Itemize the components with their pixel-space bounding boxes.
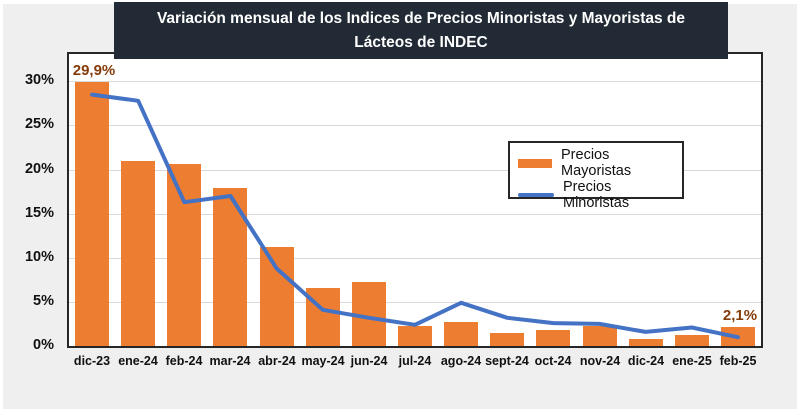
x-tick-label-jul-24: jul-24 xyxy=(398,354,432,368)
bar-dic-24 xyxy=(629,339,663,346)
x-tick-label-ene-24: ene-24 xyxy=(118,354,158,368)
bar-ene-24 xyxy=(121,161,155,346)
data-label-feb-25: 2,1% xyxy=(722,307,758,324)
bar-feb-24 xyxy=(167,164,201,346)
legend-item-mayoristas: Precios Mayoristas xyxy=(518,147,674,179)
legend-label: Precios Minoristas xyxy=(563,179,630,211)
y-tick-label-30%: 30% xyxy=(24,72,54,88)
y-tick-label-10%: 10% xyxy=(24,249,54,265)
x-tick-label-mar-24: mar-24 xyxy=(209,354,251,368)
bar-ago-24 xyxy=(444,322,478,346)
y-tick-label-20%: 20% xyxy=(24,161,54,177)
x-tick-label-may-24: may-24 xyxy=(301,354,345,368)
legend-label: Precios Mayoristas xyxy=(561,147,632,179)
legend-bar-swatch-icon xyxy=(518,158,552,168)
legend-line-swatch-icon xyxy=(518,193,554,197)
bar-ene-25 xyxy=(675,335,709,346)
plot-area: 29,9% 2,1% xyxy=(67,52,763,348)
x-tick-label-abr-24: abr-24 xyxy=(258,354,296,368)
gridline-30% xyxy=(69,81,761,82)
x-tick-label-oct-24: oct-24 xyxy=(534,354,572,368)
bar-sept-24 xyxy=(490,333,524,346)
line-precios-minoristas xyxy=(90,92,740,340)
x-axis: dic-23 ene-24 feb-24 mar-24 abr-24 may-24 jun-… xyxy=(67,354,763,378)
x-tick-label-ago-24: ago-24 xyxy=(440,354,482,368)
y-tick-label-15%: 15% xyxy=(24,205,54,221)
x-tick-label-dic-24: dic-24 xyxy=(627,354,665,368)
x-tick-label-nov-24: nov-24 xyxy=(579,354,621,368)
y-axis: 0% 5% 10% 15% 20% 25% 30% xyxy=(0,52,60,353)
plot-inner: 29,9% 2,1% xyxy=(69,54,761,346)
gridline-15% xyxy=(69,214,761,215)
bar-abr-24 xyxy=(260,247,294,346)
legend-item-minoristas: Precios Minoristas xyxy=(518,179,674,211)
y-tick-label-0%: 0% xyxy=(33,337,54,353)
gridline-25% xyxy=(69,125,761,126)
y-tick-label-5%: 5% xyxy=(33,293,54,309)
x-tick-label-jun-24: jun-24 xyxy=(350,354,388,368)
gridline-5% xyxy=(69,302,761,303)
gridline-10% xyxy=(69,258,761,259)
x-tick-label-dic-23: dic-23 xyxy=(73,354,111,368)
bar-nov-24 xyxy=(583,326,617,346)
x-tick-label-feb-25: feb-25 xyxy=(719,354,757,368)
bar-jul-24 xyxy=(398,326,432,346)
bar-dic-23 xyxy=(75,82,109,346)
y-tick-label-25%: 25% xyxy=(24,116,54,132)
x-tick-label-ene-25: ene-25 xyxy=(672,354,712,368)
chart-title-box: Variación mensual de los Indices de Prec… xyxy=(114,2,728,59)
x-tick-label-feb-24: feb-24 xyxy=(165,354,203,368)
bar-oct-24 xyxy=(536,330,570,346)
gridline-20% xyxy=(69,170,761,171)
line-series xyxy=(90,92,740,340)
data-label-dic-23: 29,9% xyxy=(72,62,116,79)
chart-title: Variación mensual de los Indices de Prec… xyxy=(156,9,686,51)
legend-box: Precios Mayoristas Precios Minoristas xyxy=(508,141,684,211)
x-tick-label-sept-24: sept-24 xyxy=(485,354,529,368)
